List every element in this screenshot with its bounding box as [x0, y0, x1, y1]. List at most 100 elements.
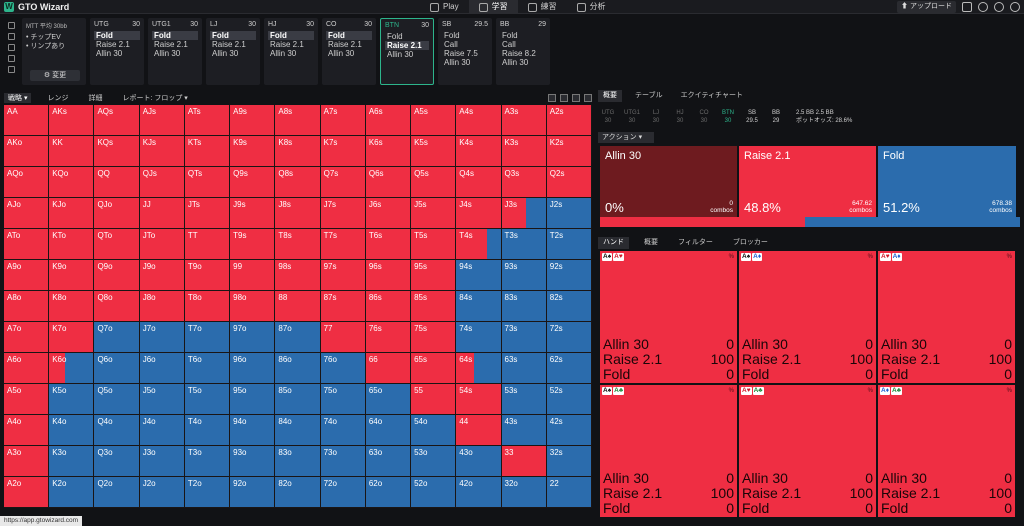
- position-action[interactable]: Fold: [502, 31, 518, 40]
- matrix-cell[interactable]: T5s: [411, 229, 457, 260]
- matrix-cell[interactable]: 72o: [320, 477, 366, 508]
- matrix-cell[interactable]: A8s: [275, 105, 321, 136]
- matrix-cell[interactable]: A9o: [4, 260, 50, 291]
- matrix-cell[interactable]: 77: [320, 322, 366, 353]
- view-toggle-icon[interactable]: [548, 94, 556, 102]
- save-icon[interactable]: [7, 44, 15, 51]
- combo-tile[interactable]: A♠ A♣% Allin 30 0 Raise 2.1 100 Fold 0: [600, 385, 737, 517]
- position-action[interactable]: Allin 30: [212, 49, 239, 58]
- position-action[interactable]: Fold: [210, 31, 256, 40]
- matrix-cell[interactable]: T9s: [230, 229, 276, 260]
- percent-toggle[interactable]: %: [1006, 388, 1012, 394]
- percent-toggle[interactable]: %: [728, 254, 734, 260]
- matrix-cell[interactable]: Q7s: [320, 167, 366, 198]
- matrix-cell[interactable]: KTo: [49, 229, 95, 260]
- matrix-cell[interactable]: 53o: [411, 446, 457, 477]
- position-action[interactable]: Allin 30: [328, 49, 355, 58]
- matrix-cell[interactable]: J4o: [139, 415, 185, 446]
- matrix-cell[interactable]: 66: [365, 353, 412, 384]
- matrix-cell[interactable]: 65o: [365, 384, 412, 415]
- position-action[interactable]: Raise 2.1: [96, 40, 130, 49]
- matrix-cell[interactable]: 65s: [411, 353, 457, 384]
- seat[interactable]: BB 29: [766, 108, 786, 126]
- matrix-cell[interactable]: KTs: [184, 136, 231, 167]
- matrix-cell[interactable]: 85o: [275, 384, 321, 415]
- position-action[interactable]: Fold: [268, 31, 314, 40]
- matrix-cell[interactable]: T6o: [184, 353, 231, 384]
- seat[interactable]: HJ 30: [670, 108, 690, 126]
- position-action[interactable]: Allin 30: [444, 58, 471, 67]
- matrix-cell[interactable]: K4o: [49, 415, 95, 446]
- matrix-cell[interactable]: 92s: [546, 260, 592, 291]
- matrix-cell[interactable]: JJ: [139, 198, 185, 229]
- matrix-cell[interactable]: 22: [546, 477, 592, 508]
- matrix-cell[interactable]: 63o: [365, 446, 412, 477]
- action-box[interactable]: Raise 2.1 48.8% 647.62 combos: [739, 146, 876, 221]
- user-icon[interactable]: [1010, 2, 1020, 12]
- matrix-cell[interactable]: J7o: [139, 322, 185, 353]
- matrix-cell[interactable]: Q8s: [275, 167, 321, 198]
- matrix-cell[interactable]: 97o: [230, 322, 276, 353]
- matrix-cell[interactable]: 73s: [501, 322, 547, 353]
- nav-tab-2[interactable]: 練習: [518, 0, 567, 14]
- position-action[interactable]: Raise 2.1: [385, 41, 429, 50]
- matrix-cell[interactable]: 33: [501, 446, 547, 477]
- matrix-cell[interactable]: 52o: [411, 477, 457, 508]
- matrix-cell[interactable]: AJo: [4, 198, 50, 229]
- matrix-cell[interactable]: 96o: [230, 353, 276, 384]
- brand[interactable]: W GTO Wizard: [0, 1, 120, 12]
- help-icon[interactable]: [978, 2, 988, 12]
- matrix-cell[interactable]: J4s: [456, 198, 502, 229]
- matrix-cell[interactable]: 62s: [546, 353, 592, 384]
- matrix-cell[interactable]: Q6o: [94, 353, 140, 384]
- matrix-cell[interactable]: 85s: [411, 291, 457, 322]
- matrix-cell[interactable]: 97s: [320, 260, 366, 291]
- matrix-cell[interactable]: A2s: [546, 105, 592, 136]
- matrix-cell[interactable]: T9o: [184, 260, 231, 291]
- matrix-cell[interactable]: 82s: [546, 291, 592, 322]
- matrix-cell[interactable]: T8o: [184, 291, 231, 322]
- matrix-cell[interactable]: A6o: [4, 353, 50, 384]
- matrix-cell[interactable]: KJs: [139, 136, 185, 167]
- matrix-cell[interactable]: K3o: [49, 446, 95, 477]
- position-action[interactable]: Fold: [152, 31, 198, 40]
- matrix-cell[interactable]: K5s: [411, 136, 457, 167]
- matrix-tab[interactable]: レンジ: [43, 93, 72, 103]
- matrix-cell[interactable]: J3o: [139, 446, 185, 477]
- position-action[interactable]: Raise 2.1: [154, 40, 188, 49]
- matrix-cell[interactable]: 82o: [275, 477, 321, 508]
- matrix-cell[interactable]: 83o: [275, 446, 321, 477]
- position-card[interactable]: SB 29.5 Fold Call Raise 7.5 Allin 30: [438, 18, 492, 85]
- matrix-cell[interactable]: A5s: [411, 105, 457, 136]
- matrix-cell[interactable]: 87o: [275, 322, 321, 353]
- seat[interactable]: UTG 30: [598, 108, 618, 126]
- matrix-cell[interactable]: K2s: [546, 136, 592, 167]
- matrix-cell[interactable]: Q3o: [94, 446, 140, 477]
- matrix-cell[interactable]: A8o: [4, 291, 50, 322]
- matrix-cell[interactable]: A5o: [4, 384, 50, 415]
- matrix-cell[interactable]: J9o: [139, 260, 185, 291]
- nav-tab-0[interactable]: Play: [420, 0, 469, 14]
- matrix-cell[interactable]: K3s: [501, 136, 547, 167]
- seat[interactable]: UTG1 30: [622, 108, 642, 126]
- screenshot-icon[interactable]: [962, 2, 972, 12]
- action-dropdown[interactable]: アクション ▾: [598, 132, 654, 143]
- matrix-cell[interactable]: A6s: [365, 105, 412, 136]
- matrix-cell[interactable]: QJs: [139, 167, 185, 198]
- matrix-cell[interactable]: J8o: [139, 291, 185, 322]
- matrix-cell[interactable]: K6s: [365, 136, 412, 167]
- matrix-cell[interactable]: 72s: [546, 322, 592, 353]
- matrix-cell[interactable]: A3s: [501, 105, 547, 136]
- matrix-cell[interactable]: 54s: [456, 384, 502, 415]
- matrix-cell[interactable]: AKo: [4, 136, 50, 167]
- position-action[interactable]: Raise 2.1: [212, 40, 246, 49]
- position-action[interactable]: Raise 2.1: [328, 40, 362, 49]
- position-action[interactable]: Allin 30: [270, 49, 297, 58]
- matrix-cell[interactable]: K9o: [49, 260, 95, 291]
- matrix-cell[interactable]: 42o: [456, 477, 502, 508]
- position-action[interactable]: Fold: [94, 31, 140, 40]
- matrix-cell[interactable]: T3o: [184, 446, 231, 477]
- matrix-cell[interactable]: J6s: [365, 198, 412, 229]
- position-action[interactable]: Fold: [326, 31, 372, 40]
- matrix-cell[interactable]: J5s: [411, 198, 457, 229]
